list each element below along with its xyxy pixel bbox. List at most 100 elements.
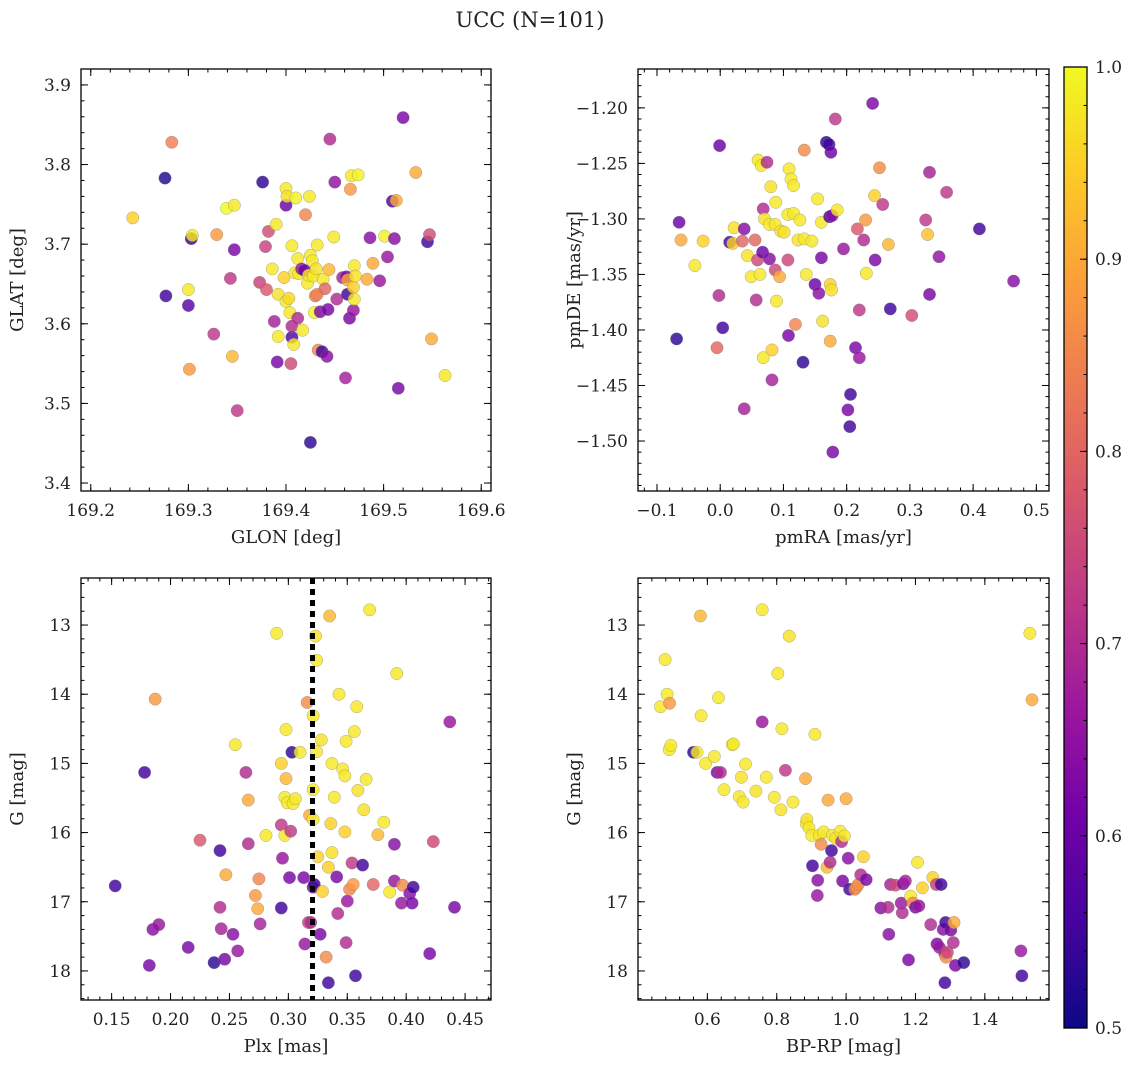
x-axis-label: BP-RP [mag]	[786, 1036, 901, 1057]
data-point	[328, 175, 342, 189]
data-point	[298, 937, 312, 951]
y-axis-label: pmDE [mas/yr]	[564, 211, 585, 349]
data-point	[185, 228, 199, 242]
data-point	[279, 772, 293, 786]
data-point	[181, 299, 195, 312]
colorbar-tick-label: 1.0	[1095, 58, 1122, 78]
x-tick-label: 0.4	[960, 501, 987, 521]
data-point	[850, 222, 864, 236]
data-point	[837, 829, 851, 843]
y-tick-label: −1.35	[576, 265, 628, 285]
x-axis-label: Plx [mas]	[244, 1036, 329, 1057]
data-point	[753, 267, 767, 281]
data-point	[339, 936, 353, 950]
x-axis-label: GLON [deg]	[231, 527, 341, 548]
data-point	[297, 871, 311, 885]
data-point	[786, 795, 800, 809]
data-point	[303, 435, 317, 449]
data-point	[349, 969, 362, 983]
x-tick-label: 0.15	[93, 1010, 131, 1030]
y-tick-label: 13	[606, 616, 628, 636]
data-point	[319, 950, 333, 964]
data-point	[924, 918, 938, 932]
data-point	[690, 745, 704, 759]
points-plx-g	[108, 603, 461, 990]
data-point	[348, 269, 362, 283]
data-point	[259, 828, 273, 842]
data-point	[856, 850, 870, 864]
x-tick-label: 0.35	[328, 1010, 366, 1030]
y-tick-label: −1.25	[576, 154, 628, 174]
data-point	[755, 603, 769, 617]
data-point	[228, 738, 242, 752]
data-point	[360, 272, 374, 286]
data-point	[782, 329, 795, 342]
data-point	[284, 824, 298, 838]
data-point	[426, 835, 440, 849]
data-point	[713, 139, 727, 153]
x-tick-label: 169.4	[262, 501, 311, 521]
data-point	[881, 900, 895, 914]
data-point	[299, 208, 312, 222]
data-point	[712, 289, 726, 302]
data-point	[737, 402, 751, 416]
data-point	[898, 874, 912, 888]
y-tick-label: 3.9	[44, 76, 71, 96]
data-point	[363, 603, 377, 617]
data-point	[905, 309, 919, 322]
data-point	[881, 238, 895, 251]
data-point	[448, 900, 461, 914]
data-point	[859, 266, 873, 280]
data-point	[438, 369, 452, 382]
data-point	[239, 765, 253, 779]
data-point	[823, 334, 837, 348]
data-point	[338, 825, 352, 839]
colorbar-frame	[1063, 66, 1088, 1029]
x-axis-label: pmRA [mas/yr]	[775, 527, 912, 548]
data-point	[323, 132, 337, 146]
data-point	[253, 917, 267, 931]
data-point	[321, 303, 335, 316]
data-point	[1015, 969, 1029, 983]
y-tick-label: 3.6	[44, 315, 71, 335]
x-tick-label: 0.25	[211, 1010, 249, 1030]
data-point	[777, 225, 791, 239]
colorbar-tick-label: 0.7	[1095, 635, 1122, 655]
data-point	[274, 901, 288, 915]
data-point	[759, 770, 773, 784]
data-point	[810, 889, 824, 902]
data-point	[351, 168, 365, 182]
x-tick-label: 1.0	[833, 1010, 860, 1030]
data-point	[207, 327, 221, 341]
data-point	[321, 860, 335, 874]
data-point	[799, 772, 812, 786]
data-point	[816, 314, 830, 328]
data-point	[142, 958, 156, 972]
data-point	[227, 243, 241, 257]
x-tick-label: 0.30	[269, 1010, 307, 1030]
data-point	[811, 192, 825, 206]
data-point	[314, 733, 328, 747]
data-point	[836, 874, 850, 888]
data-point	[799, 267, 813, 281]
data-point	[267, 314, 281, 328]
x-tick-label: 0.0	[707, 501, 734, 521]
data-point	[389, 193, 403, 207]
data-point	[767, 790, 781, 804]
data-point	[912, 899, 926, 913]
data-point	[339, 371, 352, 385]
y-tick-label: 14	[606, 685, 628, 705]
data-point	[288, 792, 302, 806]
data-point	[663, 696, 677, 710]
data-point	[940, 945, 954, 959]
x-tick-label: 0.40	[387, 1010, 425, 1030]
y-tick-label: 17	[606, 893, 628, 913]
data-point	[213, 844, 227, 858]
data-point	[231, 944, 245, 958]
data-point	[152, 918, 166, 932]
data-point	[405, 896, 419, 910]
data-point	[425, 332, 438, 346]
data-point	[923, 287, 936, 301]
data-point	[296, 323, 310, 337]
data-point	[765, 373, 779, 387]
